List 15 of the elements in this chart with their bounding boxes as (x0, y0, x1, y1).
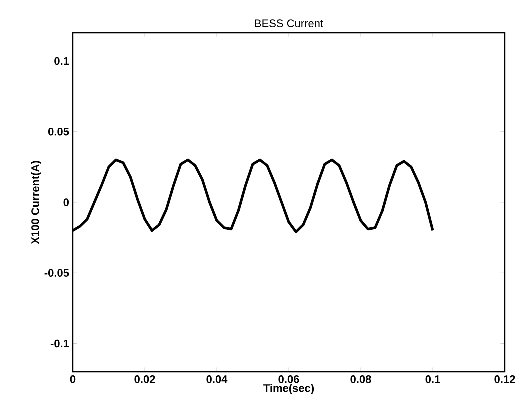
x-tick-label: 0.02 (134, 376, 156, 384)
y-tick-label: -0.1 (50, 340, 70, 348)
y-tick-label: 0.05 (48, 128, 70, 136)
y-axis-title: X100 Current(A) (31, 161, 42, 244)
y-tick-label: 0.1 (54, 57, 70, 66)
x-axis-title: Time(sec) (264, 384, 314, 394)
x-tick-label: 0.08 (350, 376, 372, 384)
x-tick-label: 0.1 (426, 376, 440, 384)
x-tick-label: 0.06 (278, 376, 300, 384)
x-tick-label: 0.04 (206, 376, 228, 384)
x-tick-label: 0 (70, 376, 76, 384)
y-tick-label: -0.05 (44, 269, 70, 278)
x-tick-label: 0.12 (494, 376, 516, 384)
chart-title: BESS Current (255, 20, 324, 28)
y-tick-label: 0 (64, 198, 70, 206)
